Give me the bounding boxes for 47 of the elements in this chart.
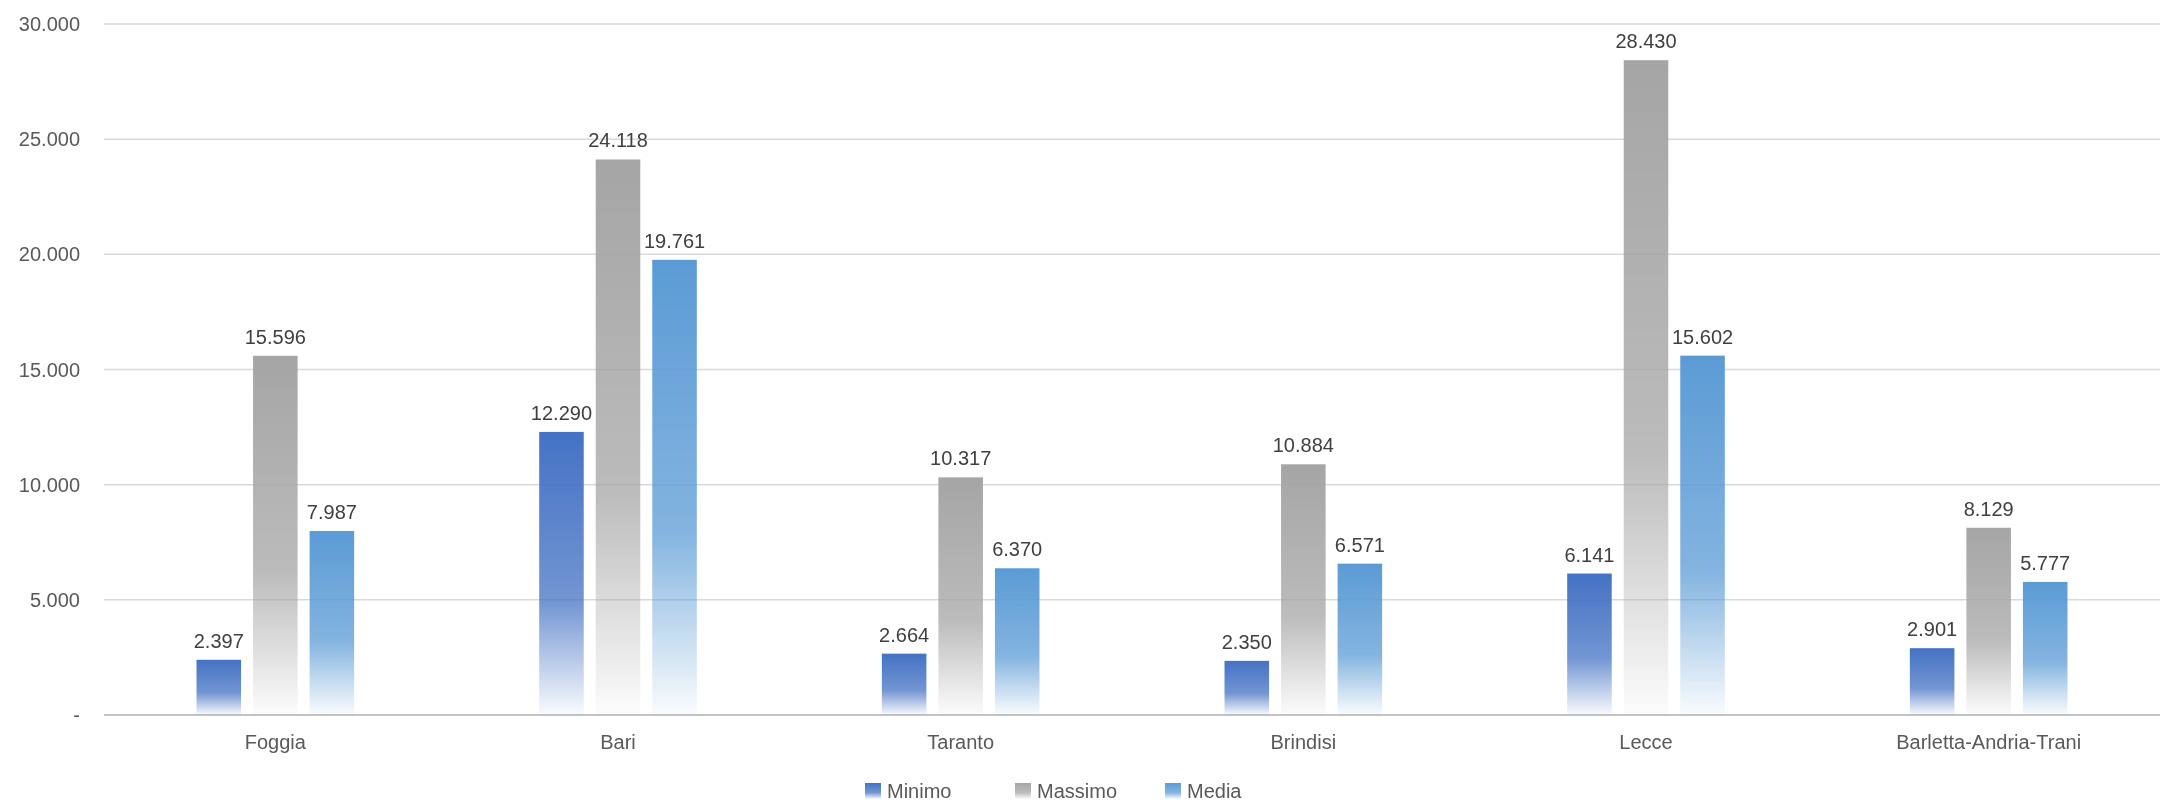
bar (994, 568, 1040, 715)
bar (652, 259, 697, 715)
y-tick-label: - (73, 704, 80, 726)
data-label: 24.118 (588, 129, 648, 152)
bar (1224, 660, 1270, 715)
data-label: 8.129 (1963, 497, 2014, 520)
data-label: 2.901 (1907, 618, 1958, 641)
bar (1966, 527, 2011, 715)
x-tick-label: Taranto (927, 731, 995, 753)
data-label: 15.602 (1671, 325, 1734, 348)
y-tick-label: 30.000 (18, 13, 80, 35)
bar (1909, 648, 1955, 715)
data-label: 10.317 (930, 447, 992, 470)
x-tick-label: Barletta-Andria-Trani (1896, 731, 2082, 753)
legend-label: Minimo (887, 780, 952, 802)
data-label: 2.397 (193, 629, 244, 652)
y-tick-label: 10.000 (18, 473, 80, 496)
y-tick-label: 25.000 (18, 128, 80, 151)
bar (1680, 355, 1725, 715)
data-label: 5.777 (2020, 551, 2071, 574)
bar (196, 659, 242, 715)
x-tick-label: Lecce (1619, 731, 1673, 753)
x-tick-label: Foggia (244, 731, 307, 753)
legend-label: Massimo (1037, 780, 1118, 802)
data-label: 2.664 (879, 623, 930, 646)
bar (1337, 563, 1383, 715)
legend-label: Media (1187, 780, 1243, 802)
data-label: 15.596 (244, 325, 306, 348)
data-label: 12.290 (530, 401, 593, 424)
bar (539, 431, 584, 715)
data-label: 19.761 (643, 229, 706, 252)
data-label: 6.141 (1564, 543, 1615, 566)
data-label: 6.571 (1334, 533, 1385, 556)
y-tick-label: 15.000 (18, 358, 80, 381)
bar (2022, 581, 2068, 715)
x-tick-label: Brindisi (1270, 731, 1337, 753)
bar (881, 653, 927, 715)
y-tick-label: 5.000 (29, 588, 80, 611)
data-label: 10.884 (1272, 434, 1334, 457)
bar (309, 531, 355, 715)
bar (1567, 573, 1612, 715)
data-label: 28.430 (1615, 30, 1677, 53)
data-label: 7.987 (306, 501, 357, 524)
x-tick-label: Bari (600, 731, 636, 753)
y-tick-label: 20.000 (18, 243, 80, 266)
data-label: 6.370 (992, 538, 1043, 561)
data-label: 2.350 (1221, 630, 1272, 653)
